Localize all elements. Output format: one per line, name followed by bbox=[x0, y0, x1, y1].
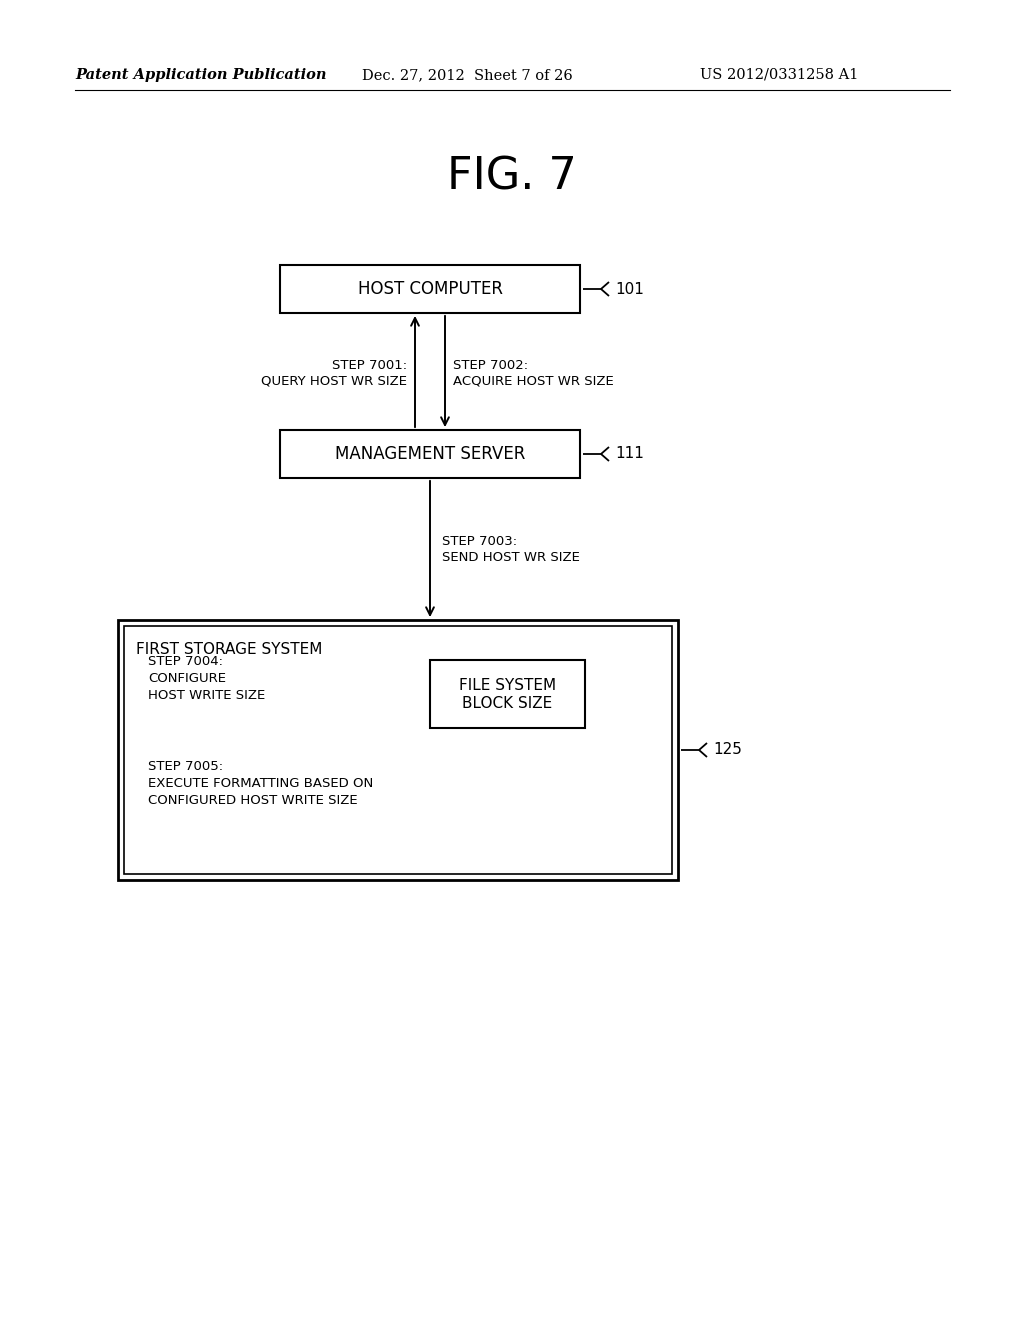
Text: STEP 7001:: STEP 7001: bbox=[332, 359, 407, 372]
Text: MANAGEMENT SERVER: MANAGEMENT SERVER bbox=[335, 445, 525, 463]
Text: HOST WRITE SIZE: HOST WRITE SIZE bbox=[148, 689, 265, 702]
Text: STEP 7003:: STEP 7003: bbox=[442, 535, 517, 548]
Text: SEND HOST WR SIZE: SEND HOST WR SIZE bbox=[442, 550, 580, 564]
Text: FIRST STORAGE SYSTEM: FIRST STORAGE SYSTEM bbox=[136, 642, 323, 657]
Text: CONFIGURED HOST WRITE SIZE: CONFIGURED HOST WRITE SIZE bbox=[148, 795, 357, 807]
Text: 111: 111 bbox=[615, 446, 644, 462]
Text: ACQUIRE HOST WR SIZE: ACQUIRE HOST WR SIZE bbox=[453, 375, 613, 388]
Bar bbox=[124, 626, 672, 874]
Text: US 2012/0331258 A1: US 2012/0331258 A1 bbox=[700, 69, 858, 82]
Text: QUERY HOST WR SIZE: QUERY HOST WR SIZE bbox=[261, 375, 407, 388]
Text: 125: 125 bbox=[713, 742, 741, 758]
Text: 101: 101 bbox=[615, 281, 644, 297]
Text: HOST COMPUTER: HOST COMPUTER bbox=[357, 280, 503, 298]
Text: FILE SYSTEM: FILE SYSTEM bbox=[459, 678, 556, 693]
Text: STEP 7002:: STEP 7002: bbox=[453, 359, 528, 372]
Text: STEP 7005:: STEP 7005: bbox=[148, 760, 223, 774]
Text: CONFIGURE: CONFIGURE bbox=[148, 672, 226, 685]
Text: STEP 7004:: STEP 7004: bbox=[148, 655, 223, 668]
Text: Patent Application Publication: Patent Application Publication bbox=[75, 69, 327, 82]
Bar bbox=[280, 265, 580, 313]
Bar bbox=[118, 620, 678, 880]
Text: Dec. 27, 2012  Sheet 7 of 26: Dec. 27, 2012 Sheet 7 of 26 bbox=[362, 69, 572, 82]
Bar bbox=[430, 660, 585, 729]
Text: EXECUTE FORMATTING BASED ON: EXECUTE FORMATTING BASED ON bbox=[148, 777, 374, 789]
Text: BLOCK SIZE: BLOCK SIZE bbox=[463, 697, 553, 711]
Bar bbox=[280, 430, 580, 478]
Text: FIG. 7: FIG. 7 bbox=[447, 154, 577, 198]
